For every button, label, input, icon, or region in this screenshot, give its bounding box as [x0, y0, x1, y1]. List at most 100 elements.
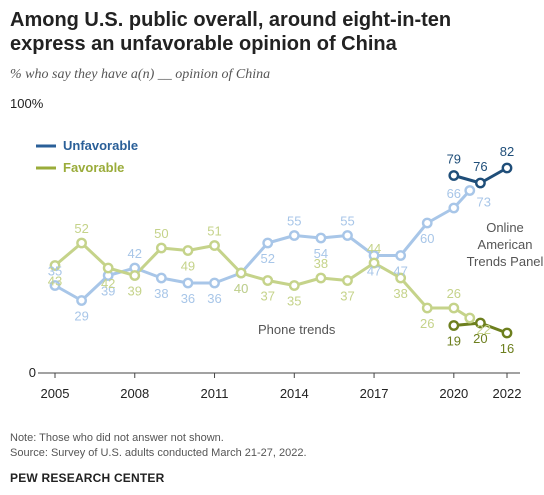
x-tick-label: 2022	[493, 386, 522, 401]
data-label: 52	[260, 251, 274, 266]
data-point	[209, 277, 220, 289]
data-point	[448, 302, 460, 314]
chart-title: Among U.S. public overall, around eight-…	[10, 9, 452, 55]
data-label: 47	[367, 264, 381, 279]
data-label: 20	[473, 331, 487, 346]
data-label: 35	[48, 264, 62, 279]
data-label: 73	[477, 195, 491, 210]
data-label: 29	[74, 309, 88, 324]
data-point	[288, 230, 300, 241]
data-point	[501, 162, 513, 174]
data-label: 19	[447, 334, 461, 349]
data-point	[262, 237, 274, 249]
data-label: 36	[181, 291, 195, 306]
data-point	[421, 217, 433, 229]
data-label: 37	[340, 289, 354, 304]
data-label: 52	[74, 221, 88, 236]
data-point	[235, 267, 247, 279]
online-panel-label: Online	[486, 220, 524, 235]
legend-label: Unfavorable	[63, 138, 138, 153]
data-point	[464, 185, 476, 196]
pew-logo-text: PEW RESEARCH CENTER	[10, 471, 165, 485]
data-label: 26	[420, 316, 434, 331]
data-label: 76	[473, 159, 487, 174]
data-label: 22	[477, 322, 491, 337]
data-label: 44	[367, 241, 381, 256]
data-label: 50	[154, 226, 168, 241]
data-point	[315, 232, 327, 244]
series-line-favorable	[54, 241, 454, 310]
data-point	[155, 242, 167, 254]
data-point	[49, 260, 61, 271]
data-point	[129, 270, 141, 281]
x-tick-label: 2017	[360, 386, 389, 401]
data-point	[288, 280, 300, 291]
data-point	[448, 170, 460, 181]
chart-subtitle: % who say they have a(n) __ opinion of C…	[10, 67, 271, 82]
legend: Unfavorable Favorable	[36, 138, 138, 175]
data-point	[475, 317, 486, 329]
y-tick-label: 100%	[10, 96, 44, 111]
data-label: 54	[314, 246, 328, 261]
data-label: 40	[234, 281, 248, 296]
data-point	[262, 275, 274, 286]
data-label: 43	[48, 274, 62, 289]
data-point	[155, 272, 167, 284]
data-label: 47	[393, 264, 407, 279]
data-label: 36	[207, 291, 221, 306]
data-label: 26	[447, 286, 461, 301]
data-point	[209, 240, 220, 251]
data-point	[395, 272, 407, 284]
data-point	[76, 237, 87, 249]
data-label: 40	[234, 281, 248, 296]
data-point	[464, 312, 476, 324]
data-label: 38	[314, 256, 328, 271]
data-label: 37	[260, 289, 274, 304]
data-point	[102, 262, 114, 274]
data-label: 82	[500, 144, 514, 159]
data-label: 39	[128, 284, 142, 299]
data-point	[342, 230, 353, 241]
data-point	[421, 302, 433, 314]
x-tick-label: 2014	[280, 386, 309, 401]
data-label: 60	[420, 231, 434, 246]
data-point	[182, 277, 194, 289]
data-point	[448, 320, 460, 331]
data-label: 49	[181, 259, 195, 274]
phone-trends-label: Phone trends	[258, 322, 336, 337]
chart-note: Note: Those who did not answer not shown…	[10, 432, 224, 444]
line-layer	[54, 166, 508, 335]
annotation-layer: Phone trends Online American Trends Panel	[258, 220, 544, 337]
online-panel-label: American	[478, 237, 533, 252]
data-label: 35	[287, 294, 301, 309]
data-point	[76, 295, 87, 306]
data-point	[182, 245, 194, 256]
data-point	[49, 280, 61, 291]
data-label: 38	[393, 286, 407, 301]
data-label: 42	[101, 276, 115, 291]
data-label: 51	[207, 224, 221, 239]
data-label: 16	[500, 341, 514, 356]
data-point	[315, 272, 327, 284]
data-point	[342, 275, 353, 286]
chart-source: Source: Survey of U.S. adults conducted …	[10, 447, 307, 459]
legend-label: Favorable	[63, 160, 124, 175]
data-label: 42	[128, 246, 142, 261]
x-tick-label: 2011	[201, 386, 229, 401]
data-point	[368, 257, 380, 269]
data-label: 66	[447, 186, 461, 201]
data-point	[501, 327, 513, 339]
x-tick-label: 2020	[439, 386, 468, 401]
y-tick-label: 0	[29, 365, 36, 380]
data-point	[395, 250, 407, 261]
point-layer	[49, 162, 513, 339]
x-tick-label: 2005	[41, 386, 70, 401]
data-label: 55	[340, 214, 354, 229]
data-point	[475, 177, 486, 189]
data-label: 38	[154, 286, 168, 301]
x-tick-label: 2008	[120, 386, 149, 401]
data-point	[448, 202, 460, 214]
